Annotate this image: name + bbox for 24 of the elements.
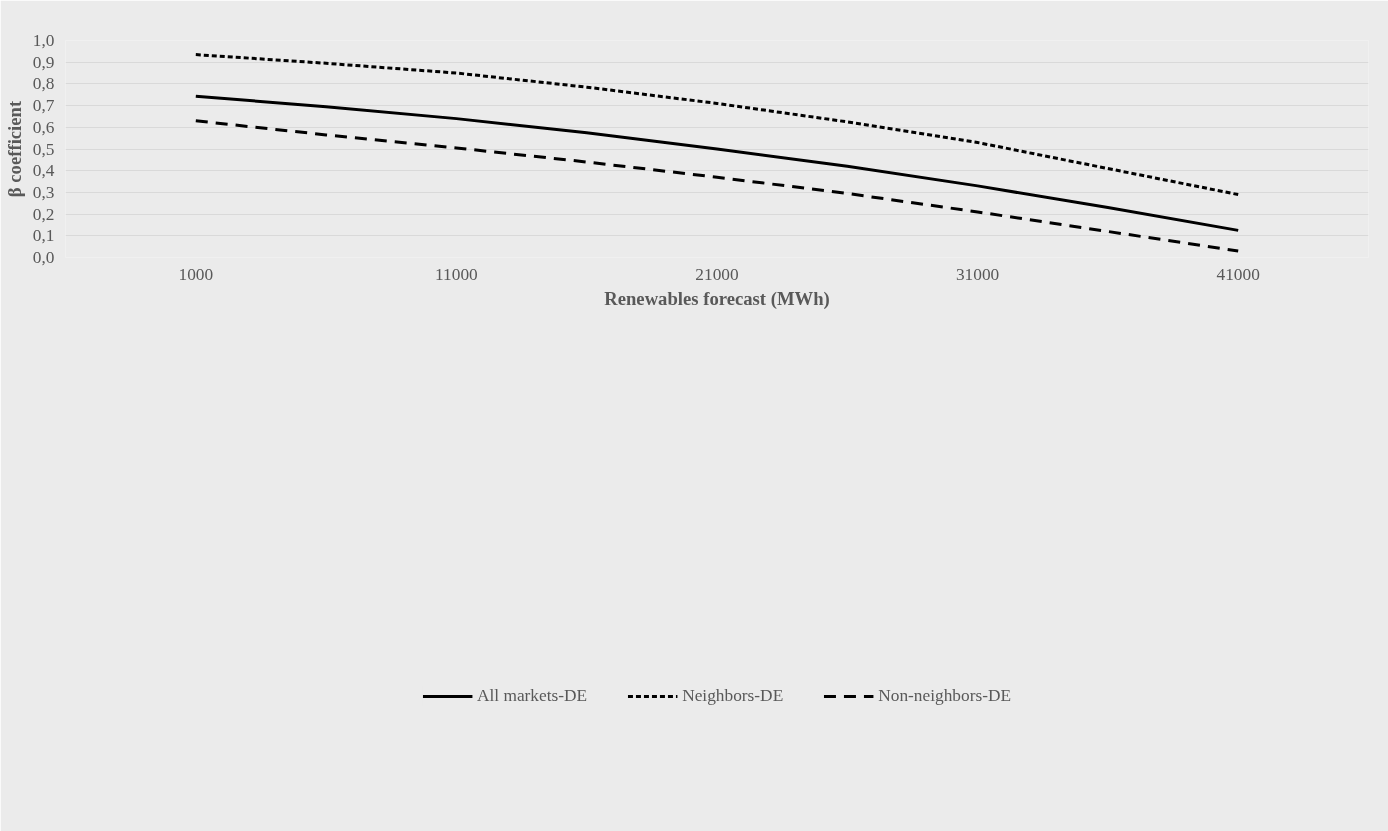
x-tick-label: 1000 — [178, 264, 214, 284]
legend-label: Non-neighbors-DE — [878, 686, 1012, 706]
x-tick-label: 11000 — [435, 264, 478, 284]
line-series — [194, 119, 1240, 253]
x-tick-label: 41000 — [1216, 264, 1260, 284]
y-tick-label: 0,1 — [32, 226, 55, 246]
y-tick-label: 0,5 — [32, 139, 55, 159]
y-tick-label: 1,0 — [32, 31, 55, 50]
y-tick-label: 0,7 — [32, 96, 55, 116]
legend-label: Neighbors-DE — [682, 686, 784, 706]
y-tick-label: 0,4 — [32, 161, 55, 181]
y-tick-label: 0,8 — [32, 74, 55, 94]
y-tick-label: 0,9 — [32, 52, 55, 72]
y-tick-label: 0,6 — [32, 117, 55, 137]
legend-label: All markets-DE — [476, 686, 588, 706]
y-tick-label: 0,2 — [32, 204, 55, 224]
y-tick-label: 0,3 — [32, 182, 55, 202]
x-tick-label: 31000 — [955, 264, 1000, 284]
y-tick-label: 0,0 — [32, 248, 55, 267]
line-series — [194, 53, 1240, 197]
x-axis-title: Renewables forecast (MWh) — [604, 287, 830, 310]
line-series — [194, 94, 1240, 232]
x-tick-label: 21000 — [695, 264, 739, 284]
y-axis-title: β coefficient — [3, 100, 25, 198]
